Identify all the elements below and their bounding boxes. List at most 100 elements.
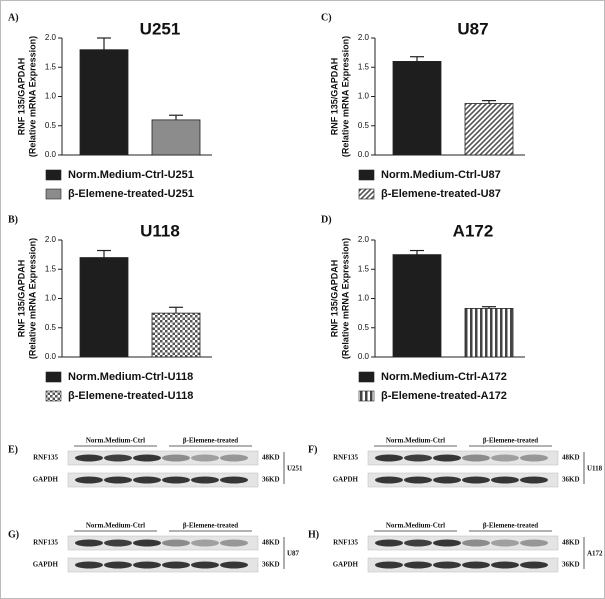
band [75, 476, 103, 484]
size-label: 48KD [262, 539, 280, 547]
band [191, 476, 219, 484]
legend-swatch [358, 371, 375, 383]
band [104, 539, 132, 547]
band [404, 539, 432, 547]
y-axis-label: (Relative mRNA Expression) [340, 36, 350, 157]
panel-label: F) [308, 444, 317, 455]
group-label: β-Elemene-treated [483, 437, 538, 445]
cell-line-label: U251 [287, 465, 303, 473]
cell-line-label: U118 [587, 465, 603, 473]
band [491, 539, 519, 547]
band [162, 454, 190, 462]
error-bar [482, 306, 496, 309]
band [191, 561, 219, 569]
band [433, 539, 461, 547]
panel-label: D) [321, 214, 332, 225]
y-axis-label: RNF 135/GAPDAH [16, 58, 26, 136]
y-axis-label: (Relative mRNA Expression) [27, 36, 37, 157]
size-label: 36KD [262, 561, 280, 569]
y-tick-label: 2.0 [358, 235, 370, 244]
western-blot: E) Norm.Medium-Ctrl β-Elemene-treated RNF13… [8, 437, 303, 488]
band [133, 561, 161, 569]
western-blot: H) Norm.Medium-Ctrl β-Elemene-treated RNF13… [308, 522, 603, 573]
band [520, 454, 548, 462]
legend-swatch [358, 169, 375, 181]
legend-label: β-Elemene-treated-A172 [381, 390, 507, 402]
legend-label: Norm.Medium-Ctrl-U251 [68, 169, 194, 181]
chart-title: U87 [457, 19, 488, 38]
y-tick-label: 1.0 [45, 92, 57, 101]
chart-title: U251 [140, 19, 181, 38]
band [462, 476, 490, 484]
bar-chart: A) U251 RNF 135/GAPDAH (Relative mRNA Expre… [8, 12, 212, 200]
group-label: β-Elemene-treated [183, 437, 238, 445]
western-blot: F) Norm.Medium-Ctrl β-Elemene-treated RNF13… [308, 437, 603, 488]
band [104, 454, 132, 462]
band [191, 539, 219, 547]
band [220, 561, 248, 569]
row-label: RNF135 [33, 539, 58, 547]
group-label: β-Elemene-treated [183, 522, 238, 530]
row-label: RNF135 [333, 539, 358, 547]
bar-chart: B) U118 RNF 135/GAPDAH (Relative mRNA Expre… [8, 214, 212, 402]
panel-label: A) [8, 12, 19, 23]
band [133, 539, 161, 547]
legend-swatch [358, 390, 375, 402]
bar [392, 254, 442, 358]
row-label: GAPDH [33, 561, 59, 569]
legend-label: β-Elemene-treated-U87 [381, 188, 501, 200]
band [133, 454, 161, 462]
y-axis-label: (Relative mRNA Expression) [340, 238, 350, 359]
band [462, 454, 490, 462]
bar [79, 49, 129, 156]
y-tick-label: 0.5 [358, 323, 370, 332]
y-tick-label: 2.0 [45, 33, 57, 42]
band [375, 539, 403, 547]
bar-chart: C) U87 RNF 135/GAPDAH (Relative mRNA Expres… [321, 12, 525, 200]
western-blot: G) Norm.Medium-Ctrl β-Elemene-treated RNF13… [8, 522, 300, 573]
band [433, 476, 461, 484]
group-label: Norm.Medium-Ctrl [386, 437, 445, 445]
band [75, 561, 103, 569]
bar [464, 103, 514, 156]
bar [151, 119, 201, 156]
y-tick-label: 1.5 [358, 62, 370, 71]
band [520, 561, 548, 569]
legend-label: Norm.Medium-Ctrl-U87 [381, 169, 501, 181]
y-tick-label: 0.0 [358, 150, 370, 159]
band [220, 454, 248, 462]
band [75, 539, 103, 547]
size-label: 36KD [262, 476, 280, 484]
cell-line-label: A172 [587, 550, 603, 558]
band [75, 454, 103, 462]
row-label: GAPDH [333, 561, 359, 569]
panel-label: C) [321, 12, 332, 23]
band [104, 561, 132, 569]
band [220, 476, 248, 484]
band [375, 476, 403, 484]
band [375, 454, 403, 462]
legend-swatch [45, 371, 62, 383]
error-bar [410, 249, 424, 255]
band [162, 476, 190, 484]
y-tick-label: 0.5 [45, 323, 57, 332]
size-label: 48KD [562, 539, 580, 547]
band [404, 561, 432, 569]
y-tick-label: 1.5 [45, 264, 57, 273]
band [404, 454, 432, 462]
y-tick-label: 1.0 [45, 294, 57, 303]
band [162, 561, 190, 569]
y-tick-label: 0.0 [358, 352, 370, 361]
band [520, 539, 548, 547]
bar [392, 61, 442, 156]
legend-label: Norm.Medium-Ctrl-U118 [68, 371, 193, 383]
chart-title: U118 [140, 221, 180, 240]
y-tick-label: 0.5 [358, 121, 370, 130]
y-tick-label: 2.0 [45, 235, 57, 244]
group-label: Norm.Medium-Ctrl [86, 522, 145, 530]
y-tick-label: 0.5 [45, 121, 57, 130]
row-label: GAPDH [33, 476, 59, 484]
band [133, 476, 161, 484]
group-label: β-Elemene-treated [483, 522, 538, 530]
